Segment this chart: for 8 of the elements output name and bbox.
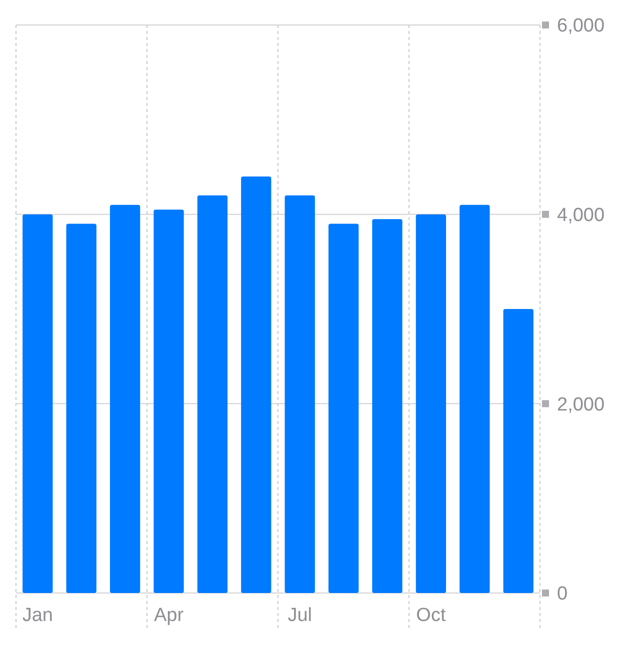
x-tick-label: Oct — [416, 605, 446, 626]
y-tick-label: 0 — [557, 584, 568, 605]
x-tick-label: Apr — [154, 605, 184, 626]
x-tick-label: Jul — [288, 605, 312, 626]
x-tick-label: Jan — [22, 605, 53, 626]
y-tick-label: 4,000 — [557, 204, 605, 226]
y-tick-label: 2,000 — [557, 394, 605, 416]
y-tick-label: 6,000 — [557, 16, 605, 37]
